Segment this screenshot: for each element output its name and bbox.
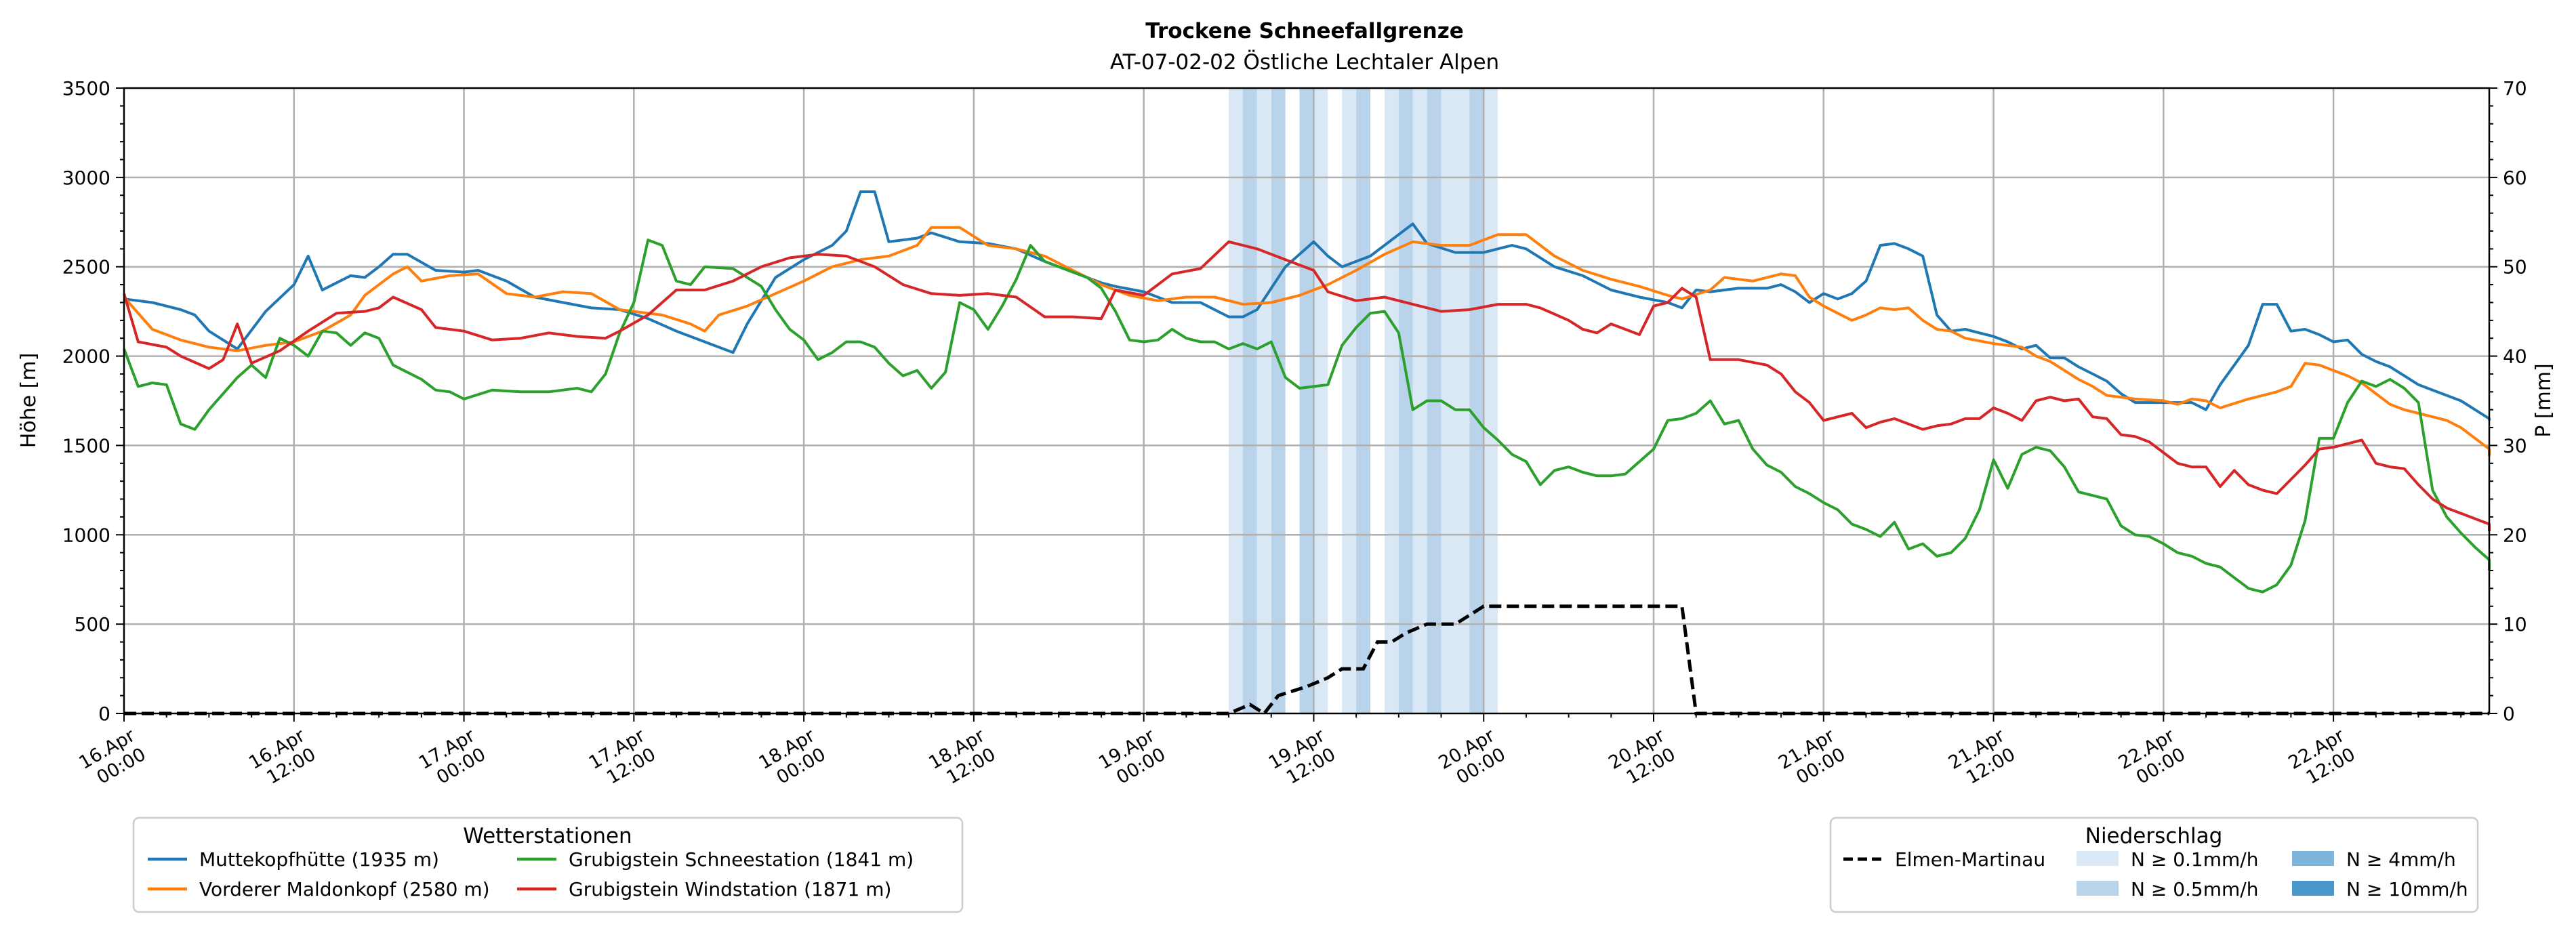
y-tick-label: 1000 [62, 524, 110, 546]
series-line-1 [123, 190, 2491, 421]
precip-bar-8 [1384, 88, 1399, 713]
series-line-3 [123, 239, 2491, 594]
precip-reference-line [124, 604, 2489, 716]
chart-title: Trockene Schneefallgrenze [1145, 19, 1464, 43]
y-tick-label: 0 [98, 703, 110, 725]
precip-bar-12 [1441, 88, 1470, 713]
precip-legend: Niederschlag Elmen-Martinau N ≥ 0.1mm/h N … [1829, 816, 2479, 913]
legend-label-reference: Elmen-Martinau [1895, 848, 2045, 871]
precip-bar-1 [1242, 88, 1257, 713]
x-tick-label: 21.Apr00:00 [1775, 725, 1849, 793]
precip-bars [1229, 88, 1498, 713]
precip-reference-lines [124, 604, 2489, 716]
y2-tick-label: 10 [2503, 613, 2527, 636]
x-tick-label: 20.Apr12:00 [1605, 725, 1679, 793]
x-tick-label: 16.Apr12:00 [245, 725, 320, 793]
legend-swatch-3 [2292, 851, 2334, 866]
legend-label-1: Muttekopfhütte (1935 m) [199, 848, 439, 871]
precip-legend-title: Niederschlag [2085, 824, 2223, 848]
y-tick-label: 500 [75, 613, 110, 636]
x-axis-ticks: 16.Apr00:00 16.Apr12:00 17.Apr00:00 17.Apr1… [75, 713, 2462, 793]
x-tick-label: 19.Apr00:00 [1095, 725, 1170, 793]
chart-subtitle: AT-07-02-02 Östliche Lechtaler Alpen [1110, 49, 1499, 75]
y-axis-ticks: 0 500 1000 1500 2000 2500 3000 3500 [62, 77, 124, 725]
precip-bar-0 [1229, 88, 1243, 713]
y-tick-label: 2000 [62, 346, 110, 368]
precip-bar-2 [1256, 88, 1271, 713]
y2-axis-label: P [mm] [2532, 363, 2556, 437]
legend-precip-label-1: N ≥ 0.1mm/h [2131, 848, 2258, 871]
legend-label-3: Grubigstein Schneestation (1841 m) [569, 848, 914, 871]
series-line-4 [123, 240, 2491, 531]
legend-precip-label-2: N ≥ 0.5mm/h [2131, 878, 2258, 900]
legend-swatch-1 [2077, 851, 2119, 866]
legend-label-4: Grubigstein Windstation (1871 m) [569, 878, 891, 900]
series-line-2 [123, 226, 2491, 457]
precip-bar-4 [1299, 88, 1314, 713]
x-tick-label: 21.Apr12:00 [1945, 725, 2020, 793]
x-tick-label: 22.Apr00:00 [2115, 725, 2190, 793]
x-tick-label: 18.Apr12:00 [925, 725, 1000, 793]
legend-label-2: Vorderer Maldonkopf (2580 m) [199, 878, 490, 900]
y2-tick-label: 60 [2503, 167, 2527, 189]
legend-precip-label-3: N ≥ 4mm/h [2346, 848, 2456, 871]
precip-bar-6 [1342, 88, 1357, 713]
stations-legend: Wetterstationen Muttekopfhütte (1935 m) V… [132, 816, 964, 913]
precip-bar-3 [1271, 88, 1286, 713]
x-tick-label: 17.Apr00:00 [415, 725, 490, 793]
legend-swatch-4 [2292, 881, 2334, 896]
y-tick-label: 3000 [62, 167, 110, 189]
precip-bar-7 [1356, 88, 1371, 713]
x-tick-label: 16.Apr00:00 [75, 725, 150, 793]
legend-precip-label-4: N ≥ 10mm/h [2346, 878, 2468, 900]
y2-tick-label: 30 [2503, 434, 2527, 457]
y-tick-label: 1500 [62, 434, 110, 457]
x-tick-label: 17.Apr12:00 [586, 725, 660, 793]
precip-bar-5 [1313, 88, 1328, 713]
x-tick-label: 20.Apr00:00 [1435, 725, 1510, 793]
y-tick-label: 2500 [62, 256, 110, 278]
precip-bar-14 [1484, 88, 1498, 713]
y2-tick-label: 40 [2503, 346, 2527, 368]
legend-swatch-2 [2077, 881, 2119, 896]
x-tick-label: 19.Apr12:00 [1265, 725, 1340, 793]
x-tick-label: 18.Apr00:00 [755, 725, 830, 793]
series-lines [123, 190, 2491, 594]
y-axis-label: Höhe [m] [17, 353, 41, 449]
y2-axis-ticks: 0 10 20 30 40 50 60 70 [2489, 77, 2527, 725]
y-tick-label: 3500 [62, 77, 110, 100]
y2-tick-label: 70 [2503, 77, 2527, 100]
y2-tick-label: 0 [2503, 703, 2515, 725]
y2-tick-label: 20 [2503, 524, 2527, 546]
plot-frame [123, 87, 2491, 715]
x-tick-label: 22.Apr12:00 [2285, 725, 2359, 793]
stations-legend-title: Wetterstationen [463, 824, 632, 848]
y2-tick-label: 50 [2503, 256, 2527, 278]
precip-bar-13 [1469, 88, 1484, 713]
